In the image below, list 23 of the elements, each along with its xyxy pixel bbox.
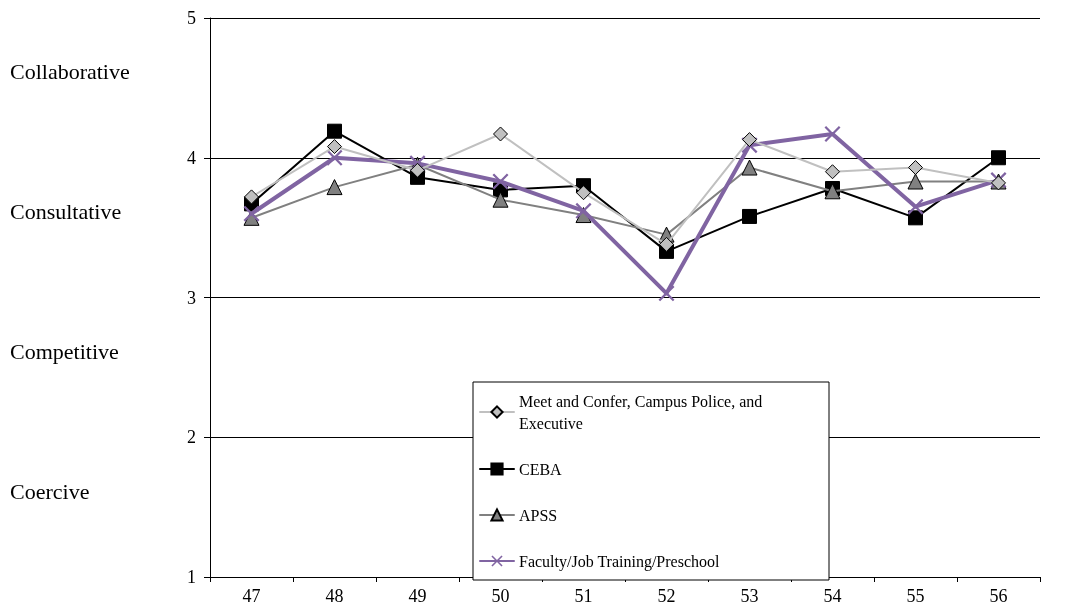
x-tick-label: 52 [657, 586, 676, 606]
x-tick-label: 51 [574, 586, 593, 606]
legend-label: CEBA [519, 460, 563, 478]
x-tick-label: 49 [408, 586, 427, 606]
text: Competitive [10, 338, 119, 364]
legend-label: Meet and Confer, Campus Police, and Executive [519, 392, 767, 432]
x-tick-label: 55 [906, 586, 925, 606]
x-tick-label: 47 [242, 586, 261, 606]
y-tick-label: 2 [187, 427, 196, 448]
x-tick-label: 50 [491, 586, 510, 606]
y-tick-label: 5 [187, 8, 196, 28]
text: Collaborative [10, 59, 130, 85]
y-tick-label: 1 [187, 567, 196, 587]
y-tick-label: 3 [187, 287, 196, 308]
y-tick-label: 4 [187, 147, 196, 168]
x-tick-label: 48 [325, 586, 344, 606]
text: Consultative [10, 199, 122, 225]
text: Coercive [10, 478, 90, 504]
x-tick-label: 54 [823, 586, 842, 606]
x-tick-label: 53 [740, 586, 759, 606]
legend-label: APSS [519, 506, 558, 524]
legend-label: Faculty/Job Training/Preschool [519, 552, 721, 571]
x-tick-label: 56 [989, 586, 1008, 606]
